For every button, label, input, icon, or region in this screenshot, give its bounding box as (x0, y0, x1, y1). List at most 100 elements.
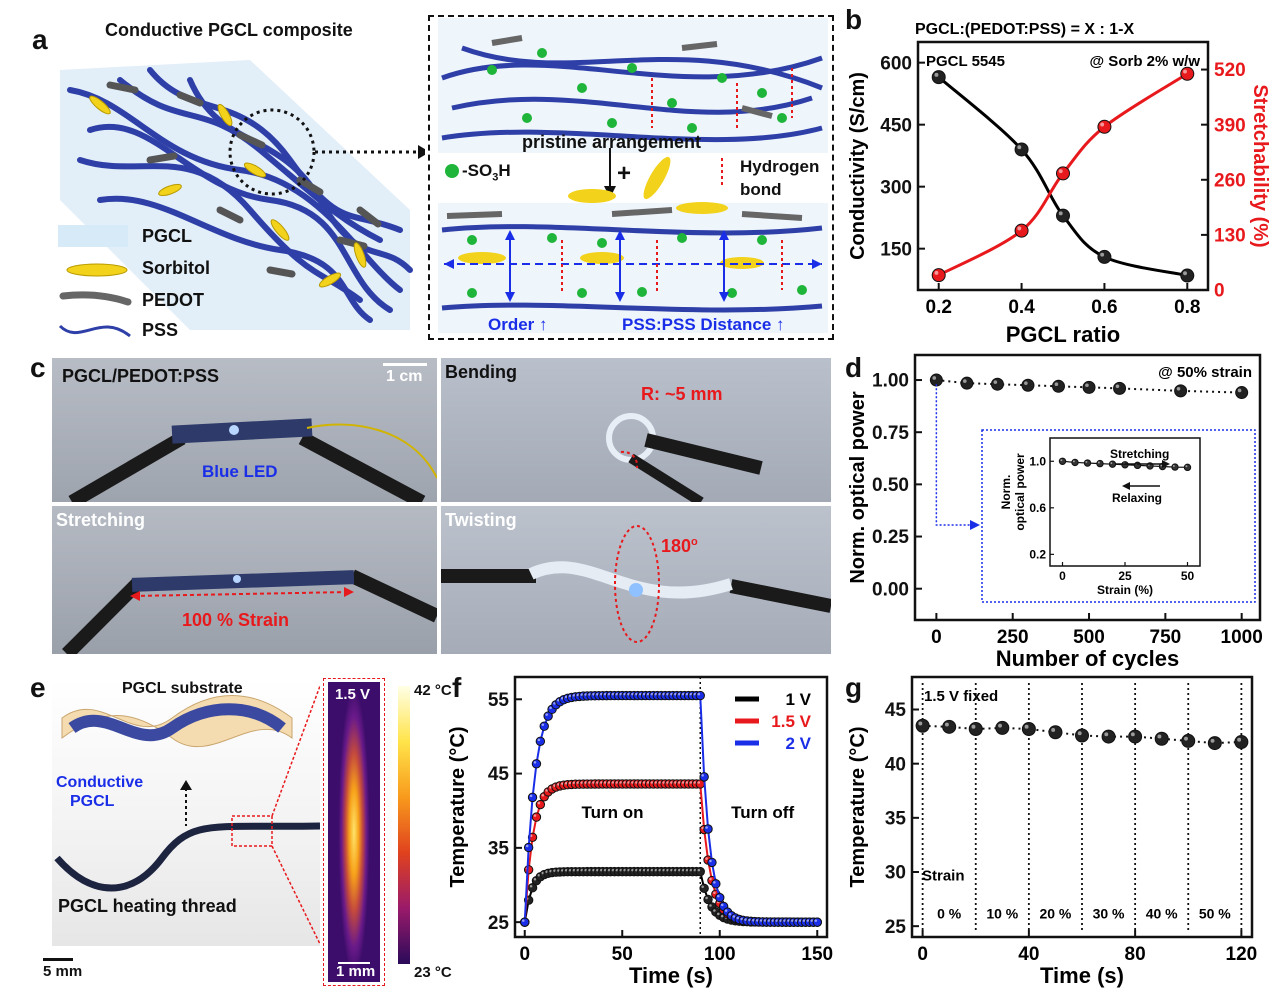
chart-f-series-1-point-36-highlight (662, 781, 665, 784)
chart-b-series-0-point-3-highlight (1100, 252, 1105, 257)
chart-f-series-2-point-48 (707, 857, 717, 868)
chart-d-point-6-highlight (1115, 384, 1120, 389)
chart-d-inset-point-5 (1121, 461, 1129, 469)
chart-g-point-10 (1181, 733, 1196, 748)
chart-f-series-2-point-46-highlight (701, 774, 704, 777)
order-label: Order ↑ (488, 315, 548, 334)
chart-b-series-0-point-4 (1180, 268, 1195, 283)
chart-f-series-0-point-2-highlight (529, 885, 533, 888)
chart-f-series-1-point-47-highlight (705, 857, 708, 860)
conductive-label-1: Conductive (56, 774, 144, 791)
chart-g-strain-label-4: 40 % (1146, 906, 1178, 922)
chart-d-inset-ytick-label-0: 0.2 (1029, 547, 1046, 561)
chart-f-series-0-point-43-highlight (689, 868, 693, 872)
chart-d-x-tick-label-2: 500 (1073, 627, 1105, 648)
chart-f-series-0-point-51-highlight (720, 914, 724, 918)
chart-d-x-tick-label-3: 750 (1150, 627, 1182, 648)
chart-g-strain-label-1: 10 % (986, 906, 1018, 922)
chart-f-series-0-point-38-highlight (670, 868, 673, 872)
chart-g-strain-label-2: 20 % (1039, 906, 1071, 922)
chart-d-point-4 (1051, 379, 1065, 393)
chart-f-annotation-0: Turn on (582, 803, 644, 822)
chart-d-y-tick-label-3: 0.75 (872, 423, 909, 444)
photo-title-bending: Bending (445, 362, 517, 382)
led-strip-drawing (68, 418, 437, 502)
chart-f-series-1-point-28-highlight (631, 781, 634, 784)
chart-f-series-1-point-10-highlight (561, 782, 564, 785)
chart-f-series-2-point-47-highlight (705, 826, 708, 829)
chart-f-series-2-point-49 (711, 879, 721, 889)
chart-f-series-2-point-46 (699, 772, 709, 782)
chart-f-series-2-point-7-highlight (549, 706, 552, 710)
chart-d-point-0-highlight (932, 376, 937, 380)
chart-f-series-1-point-35-highlight (658, 781, 662, 784)
chart-f-series-1-point-32-highlight (646, 781, 650, 784)
chart-f-series-1-point-4-highlight (537, 801, 541, 805)
chart-f-series-1-point-46-highlight (701, 826, 704, 830)
chart-f-series-2-point-72-highlight (802, 919, 806, 922)
photo-title-pgcl: PGCL/PEDOT:PSS (62, 366, 220, 386)
chart-d-inset-xtick-label-1: 25 (1118, 569, 1132, 583)
chart-f-series-2-point-24-highlight (615, 692, 619, 696)
chart-f-series-0-point-48-highlight (709, 904, 712, 907)
chart-f-series-1-point-13-highlight (572, 781, 576, 785)
chart-f-series-2-point-5-highlight (541, 723, 545, 727)
chart-f-series-0-point-25-highlight (619, 868, 623, 872)
chart-f-series-0-point-29-highlight (635, 868, 638, 872)
chart-f-series-1-point-16-highlight (584, 781, 587, 784)
chart-g-frame (910, 675, 1254, 939)
chart-f-series-2-point-68-highlight (787, 919, 790, 922)
chart-f-series-1-point-3 (531, 812, 542, 822)
chart-f-series-0-point-50-highlight (717, 912, 720, 916)
chart-b-series-0-point-1 (1014, 142, 1029, 157)
radius-label: R: ~5 mm (641, 384, 723, 404)
chart-f-series-2-point-14-highlight (576, 693, 580, 697)
chart-b-y2-tick-label-0: 0 (1214, 281, 1225, 302)
chart-f-annotation-1: Turn off (731, 803, 794, 822)
chart-f-series-2-point-62-highlight (763, 919, 767, 922)
chart-d-point-4-highlight (1054, 382, 1059, 386)
chart-d-inset-point-10 (1183, 463, 1192, 472)
ir-scale-bar (338, 962, 370, 964)
panel-label-b: b (845, 4, 863, 35)
chart-f-y-tick-label-2: 45 (488, 764, 510, 785)
chart-g-x-tick-label-3: 120 (1226, 944, 1258, 965)
chart-f-series-0-point-33-highlight (650, 868, 654, 872)
chart-b-x-tick-label-3: 0.8 (1174, 297, 1200, 318)
chart-f-frame (513, 675, 829, 939)
chart-f-series-0-point-41-highlight (681, 868, 685, 872)
chart-g-point-3-highlight (998, 723, 1002, 728)
chart-f-series-2-point-66-highlight (779, 919, 782, 922)
chart-f-series-2-point-38-highlight (670, 692, 673, 696)
chart-d-frame (913, 353, 1262, 622)
ir-voltage-label: 1.5 V (335, 686, 371, 703)
chart-f-ylabel: Temperature (°C) (447, 727, 469, 888)
chart-f-series-2-point-39-highlight (674, 692, 677, 696)
chart-f-legend-label-2: 2 V (785, 734, 811, 753)
chart-b-series-1-point-3 (1097, 119, 1112, 134)
temperature-colorbar (398, 686, 410, 964)
chart-f-series-2-point-12-highlight (568, 694, 572, 698)
chart-f-legend-label-0: 1 V (785, 690, 811, 709)
chart-g: 0 40 80 120 25 30 35 40 45 1.5 V fixed Strain 0 % 10… (847, 675, 1258, 988)
chart-f-x-tick-label-1: 50 (612, 944, 633, 965)
photo-title-stretching: Stretching (56, 510, 146, 530)
panel-label-c: c (30, 352, 46, 383)
chart-d-inset-point-8-highlight (1160, 464, 1163, 467)
chart-d-y-tick-label-2: 0.50 (872, 475, 909, 496)
chart-f-series-1-point-14-highlight (576, 781, 580, 784)
chart-g-annotation: 1.5 V fixed (924, 688, 998, 705)
chart-f-series-2-point-49-highlight (713, 881, 716, 884)
chart-d-y-tick-label-1: 0.25 (872, 527, 909, 548)
chart-f-series-2-point-55-highlight (736, 916, 740, 920)
chart-f-series-2-point-6-highlight (545, 713, 548, 716)
chart-f-series-2-point-33-highlight (650, 692, 654, 696)
chart-f-series-0-point-26-highlight (623, 868, 626, 872)
chart-f-series-0-point-39-highlight (674, 868, 677, 872)
chart-f-series-2-point-50-highlight (717, 894, 720, 898)
pgcl-legend-swatch (58, 225, 128, 247)
chart-f-series-0-point-42-highlight (685, 868, 689, 872)
chart-d-point-8 (1235, 386, 1249, 400)
chart-f-series-1-point-37-highlight (666, 781, 669, 784)
chart-g-point-8 (1128, 729, 1143, 744)
